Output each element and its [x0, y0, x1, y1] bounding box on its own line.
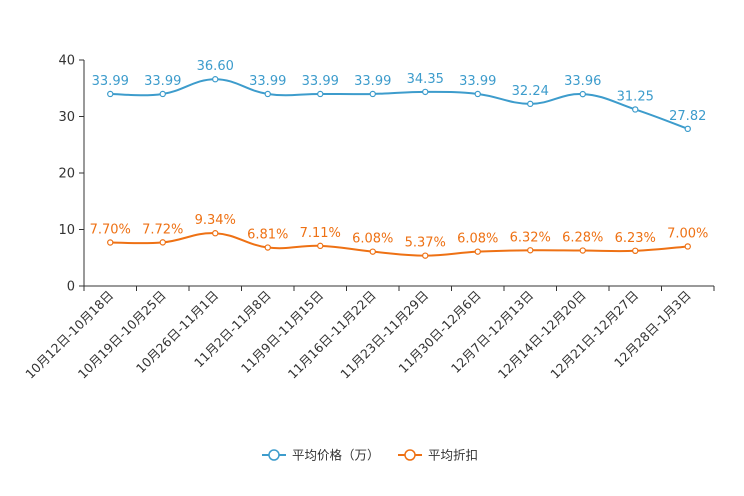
y-tick-label: 20	[58, 167, 75, 182]
data-point[interactable]	[317, 90, 324, 98]
data-label: 6.81%	[247, 228, 288, 243]
data-point[interactable]	[474, 90, 481, 98]
data-label: 7.70%	[90, 222, 131, 237]
series-line	[110, 78, 689, 130]
data-label: 33.99	[144, 74, 181, 89]
data-label: 34.35	[407, 72, 444, 87]
data-label: 33.99	[92, 74, 129, 89]
x-category-label: 10月19日-10月25日	[75, 288, 169, 382]
data-point[interactable]	[579, 90, 586, 98]
data-point[interactable]	[422, 252, 429, 259]
data-label: 27.82	[669, 109, 706, 124]
data-label: 33.99	[249, 74, 286, 89]
series-layer: 33.99 33.99 36.60 33.99 33.99 33.99 34.35 33.99…	[90, 59, 708, 259]
data-point[interactable]	[369, 248, 376, 255]
axes: 0 10 20 30 40	[58, 54, 715, 295]
data-point[interactable]	[684, 125, 691, 133]
data-label: 36.60	[197, 59, 234, 74]
data-label: 33.99	[302, 74, 339, 89]
data-point[interactable]	[422, 88, 429, 96]
data-point[interactable]	[212, 230, 219, 237]
x-category-label: 11月16日-11月22日	[285, 288, 379, 382]
data-point[interactable]	[159, 239, 166, 246]
data-point[interactable]	[107, 90, 114, 98]
data-label: 7.00%	[667, 226, 708, 241]
data-point[interactable]	[684, 243, 691, 250]
data-label: 7.72%	[142, 222, 183, 237]
legend-marker-icon	[404, 449, 416, 461]
data-label: 6.32%	[510, 230, 551, 245]
data-label: 6.28%	[562, 231, 603, 246]
legend-item-avg-discount[interactable]: 平均折扣	[398, 448, 478, 463]
data-point[interactable]	[632, 106, 639, 113]
x-category-label: 11月23日-11月29日	[337, 288, 431, 382]
y-tick-label: 10	[58, 223, 75, 238]
data-label: 33.96	[564, 74, 601, 89]
series-line	[110, 232, 688, 257]
x-category-label: 10月12日-10月18日	[22, 288, 116, 382]
data-point[interactable]	[527, 247, 534, 254]
data-point[interactable]	[474, 248, 481, 255]
data-point[interactable]	[264, 90, 271, 98]
legend-marker-icon	[268, 449, 280, 461]
data-label: 5.37%	[405, 236, 446, 251]
data-point[interactable]	[369, 90, 376, 98]
data-label: 6.08%	[457, 232, 498, 247]
data-point[interactable]	[264, 244, 271, 251]
data-label: 33.99	[354, 74, 391, 89]
data-point[interactable]	[212, 76, 219, 83]
data-point[interactable]	[527, 100, 534, 108]
data-point[interactable]	[159, 90, 166, 98]
legend[interactable]: 平均价格（万） 平均折扣	[262, 448, 478, 463]
y-tick-label: 30	[58, 110, 75, 125]
data-label: 33.99	[459, 74, 496, 89]
data-label: 31.25	[617, 89, 654, 104]
x-category-label: 12月21日-12月27日	[547, 288, 641, 382]
data-label: 32.24	[512, 84, 549, 99]
data-point[interactable]	[317, 242, 324, 250]
data-point[interactable]	[579, 247, 586, 254]
legend-label: 平均价格（万）	[292, 448, 380, 463]
data-label: 6.23%	[615, 231, 656, 246]
data-label: 6.08%	[352, 232, 393, 247]
y-tick-label: 0	[67, 280, 75, 295]
legend-item-avg-price[interactable]: 平均价格（万）	[262, 448, 380, 463]
data-point[interactable]	[632, 247, 639, 255]
series-avg-discount: 7.70% 7.72% 9.34% 6.81% 7.11% 6.08% 5.37% 6.08%…	[90, 213, 708, 259]
data-label: 7.11%	[300, 226, 341, 241]
y-tick-label: 40	[58, 54, 75, 69]
data-point[interactable]	[107, 239, 114, 246]
x-axis-labels: 10月12日-10月18日10月19日-10月25日10月26日-11月1日11…	[22, 288, 694, 382]
data-label: 9.34%	[195, 213, 236, 228]
series-avg-price: 33.99 33.99 36.60 33.99 33.99 33.99 34.35 33.99…	[92, 59, 706, 133]
x-category-label: 12月14日-12月20日	[495, 288, 589, 382]
legend-label: 平均折扣	[428, 448, 478, 463]
